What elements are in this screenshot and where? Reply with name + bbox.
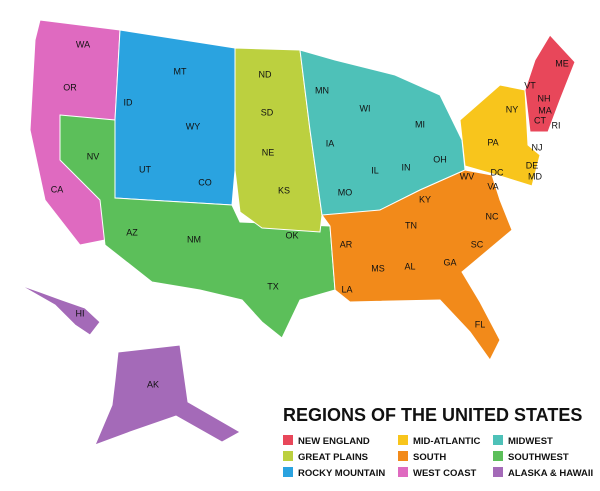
state-label: VA — [487, 181, 498, 191]
state-label: MT — [174, 66, 187, 76]
legend-label: ROCKY MOUNTAIN — [298, 468, 385, 479]
state-label: AK — [147, 379, 159, 389]
legend-swatch — [493, 467, 503, 477]
state-label: DC — [491, 167, 504, 177]
region-south — [321, 169, 513, 361]
legend-swatch — [283, 451, 293, 461]
legend-swatch — [493, 435, 503, 445]
state-label: GA — [443, 257, 456, 267]
state-label: WY — [186, 121, 201, 131]
state-label: MN — [315, 85, 329, 95]
legend-swatch — [398, 435, 408, 445]
state-label: VT — [524, 80, 536, 90]
state-label: ND — [259, 69, 272, 79]
state-label: MI — [415, 119, 425, 129]
legend-swatch — [283, 435, 293, 445]
state-label: ID — [124, 97, 134, 107]
state-label: KS — [278, 185, 290, 195]
state-label: ME — [555, 58, 569, 68]
state-label: CA — [51, 184, 64, 194]
state-label: MS — [371, 263, 385, 273]
legend-label: SOUTH — [413, 452, 446, 463]
state-label: OK — [285, 230, 298, 240]
legend: NEW ENGLAND MID-ATLANTIC MIDWEST GREAT PLAI… — [283, 435, 593, 479]
region-southwest — [59, 114, 336, 339]
state-label: TX — [267, 281, 279, 291]
legend-swatch — [398, 467, 408, 477]
legend-swatch — [493, 451, 503, 461]
state-label: AZ — [126, 227, 138, 237]
state-label: HI — [76, 308, 85, 318]
legend-label: MIDWEST — [508, 436, 553, 447]
region-alaska — [94, 344, 242, 446]
state-label: TN — [405, 220, 417, 230]
state-label: NM — [187, 234, 201, 244]
state-label: FL — [475, 319, 486, 329]
state-label: OR — [63, 82, 77, 92]
state-label: UT — [139, 164, 151, 174]
state-label: PA — [487, 137, 498, 147]
region-rocky-mountain — [114, 29, 236, 206]
title: REGIONS OF THE UNITED STATES — [283, 405, 582, 425]
state-label: MO — [338, 187, 353, 197]
state-label: KY — [419, 194, 431, 204]
state-label: DE — [526, 160, 539, 170]
region-mid-atlantic — [459, 84, 541, 187]
legend-label: NEW ENGLAND — [298, 436, 370, 447]
legend-label: WEST COAST — [413, 468, 477, 479]
state-label: CO — [198, 177, 212, 187]
state-label: NC — [486, 211, 499, 221]
state-label: NH — [538, 93, 551, 103]
region-new-england — [524, 34, 576, 133]
state-label: NY — [506, 104, 519, 114]
state-labels: WA OR CA ID MT WY NV UT CO AZ NM ND SD NE KS OK TX M… — [51, 39, 569, 389]
legend-label: ALASKA & HAWAII — [508, 468, 593, 479]
state-label: AL — [404, 261, 415, 271]
region-hawaii — [19, 284, 101, 336]
state-label: WV — [460, 171, 475, 181]
state-label: WA — [76, 39, 90, 49]
legend-label: GREAT PLAINS — [298, 452, 368, 463]
regions — [19, 19, 576, 446]
state-label: CT — [534, 115, 546, 125]
legend-label: SOUTHWEST — [508, 452, 569, 463]
state-label: NV — [87, 151, 100, 161]
state-label: IL — [371, 165, 379, 175]
state-label: NJ — [532, 142, 543, 152]
state-label: SC — [471, 239, 484, 249]
state-label: MD — [528, 171, 542, 181]
state-label: RI — [552, 120, 561, 130]
legend-label: MID-ATLANTIC — [413, 436, 481, 447]
state-label: IA — [326, 138, 335, 148]
state-label: IN — [402, 162, 411, 172]
legend-swatch — [283, 467, 293, 477]
state-label: WI — [360, 103, 371, 113]
legend-swatch — [398, 451, 408, 461]
state-label: MA — [538, 105, 552, 115]
state-label: AR — [340, 239, 353, 249]
state-label: SD — [261, 107, 274, 117]
state-label: NE — [262, 147, 275, 157]
state-label: OH — [433, 154, 447, 164]
state-label: LA — [341, 284, 352, 294]
